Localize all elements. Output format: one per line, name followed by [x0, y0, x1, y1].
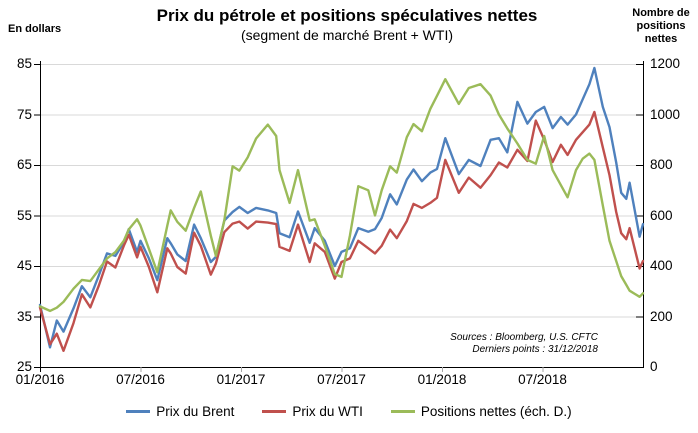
x-axis-tick-label: 01/2017 [216, 372, 266, 387]
chart-title: Prix du pétrole et positions spéculative… [156, 6, 538, 25]
x-axis-tick-label: 07/2016 [116, 372, 165, 387]
source-line-2: Derniers points : 31/12/2018 [472, 343, 598, 355]
right-axis-tick-label: 200 [650, 308, 673, 324]
x-axis-tick-label: 01/2016 [15, 372, 65, 387]
left-axis-title: En dollars [8, 23, 62, 35]
left-axis-tick-label: 65 [16, 157, 32, 172]
chart-subtitle: (segment de marché Brent + WTI) [240, 27, 454, 43]
right-axis-tick-label: 400 [650, 258, 673, 273]
x-axis-tick-label: 07/2018 [518, 372, 567, 387]
left-axis-tick-label: 75 [16, 106, 32, 122]
legend-marker-icon [126, 410, 151, 413]
series-line-0 [38, 66, 645, 349]
series-line-2 [38, 77, 645, 313]
x-axis-tick-label: 07/2017 [317, 372, 366, 387]
legend: Prix du Brent Prix du WTI Positions nettes… [0, 404, 698, 419]
source-line-1: Sources : Bloomberg, U.S. CFTC [450, 332, 598, 343]
right-axis-title: Nombre de positions nettes [632, 7, 690, 45]
legend-marker-icon [262, 410, 287, 413]
right-axis-tick-label: 1000 [650, 106, 681, 122]
legend-label: Positions nettes (éch. D.) [420, 404, 572, 419]
legend-marker-icon [390, 410, 415, 413]
left-axis-tick-label: 25 [16, 359, 32, 374]
right-axis-tick-label: 800 [650, 157, 673, 172]
right-axis-tick-label: 1200 [650, 56, 681, 71]
legend-label: Prix du Brent [156, 404, 235, 419]
x-axis-tick-label: 01/2018 [417, 372, 467, 387]
legend-item-2: Positions nettes (éch. D.) [390, 404, 572, 419]
legend-item-1: Prix du WTI [262, 404, 363, 419]
right-axis-tick-label: 0 [650, 359, 658, 374]
left-axis-tick-label: 35 [16, 308, 32, 324]
legend-item-0: Prix du Brent [126, 404, 234, 419]
left-axis-tick-label: 45 [16, 258, 32, 273]
right-axis-tick-label: 600 [650, 207, 673, 223]
series-line-1 [38, 110, 645, 352]
legend-label: Prix du WTI [292, 404, 363, 419]
source-note: Sources : Bloomberg, U.S. CFTC Derniers … [298, 332, 598, 355]
left-axis-tick-label: 85 [16, 56, 32, 71]
left-axis-tick-label: 55 [16, 207, 32, 223]
